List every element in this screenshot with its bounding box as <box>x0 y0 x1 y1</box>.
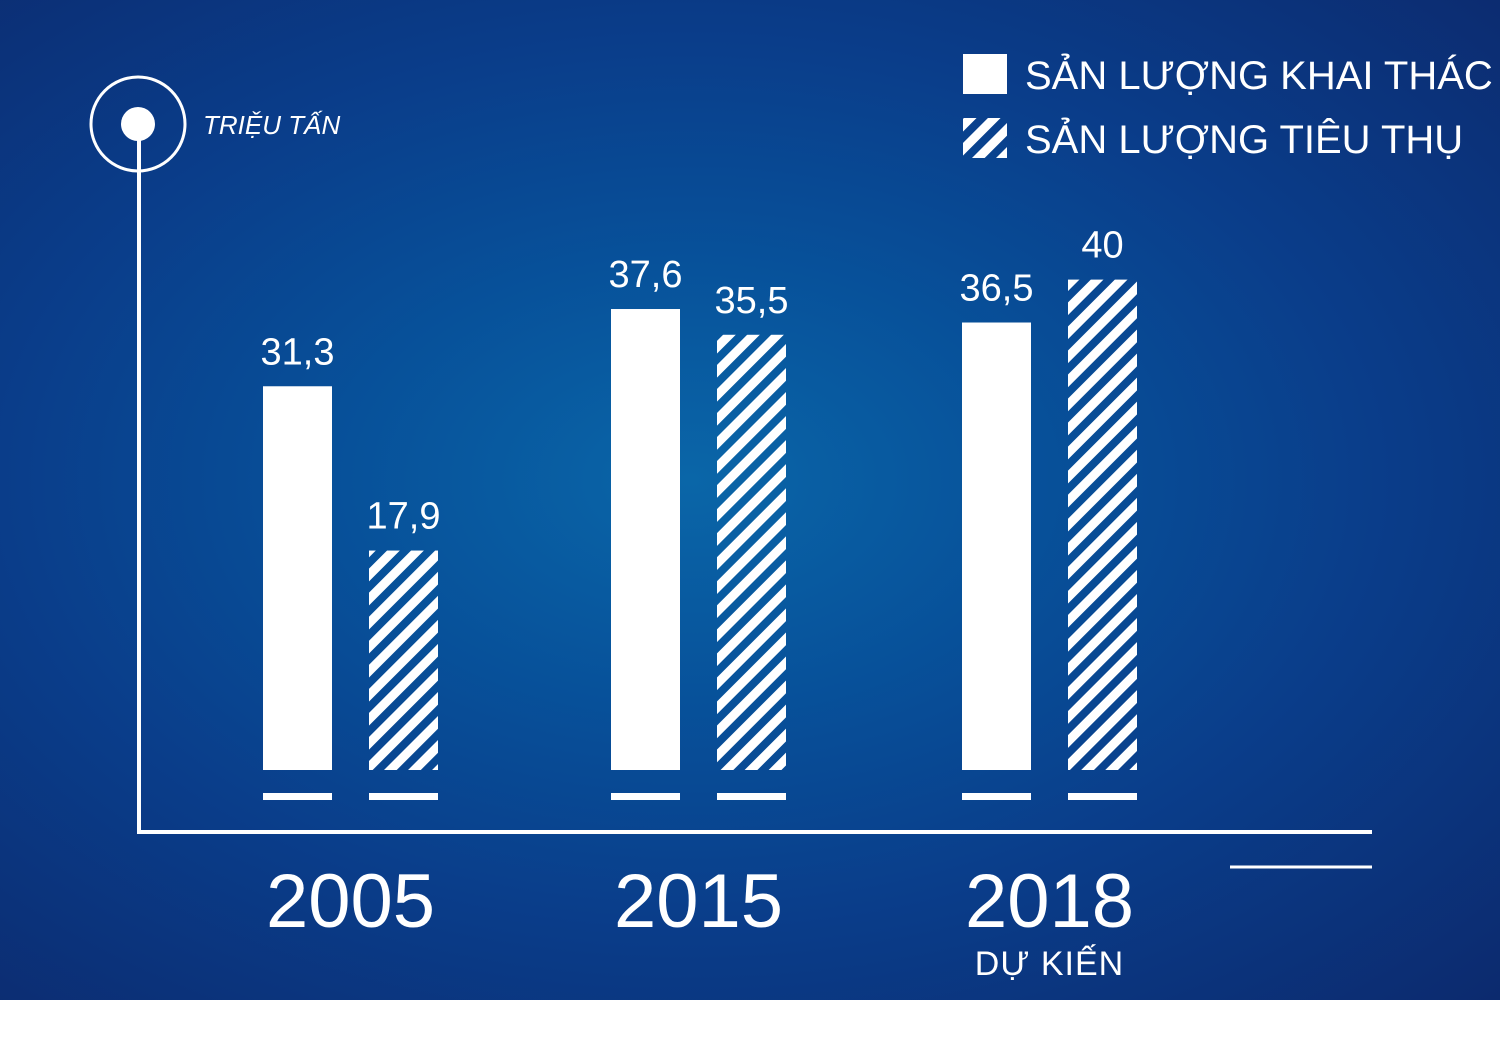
bar-chart: TRIỆU TẤN SẢN LƯỢNG KHAI THÁC SẢN LƯỢNG … <box>121 52 1493 983</box>
value-labels: 31,3 17,9 37,6 35,5 36,5 40 <box>261 225 1124 538</box>
baseline-ticks <box>263 793 1137 800</box>
category-label-2018: 2018 <box>965 859 1134 944</box>
baseline-tick-khai-thac-2015 <box>611 793 680 800</box>
bar-khai-thac-2018 <box>962 322 1031 770</box>
legend-label-tieu-thu: SẢN LƯỢNG TIÊU THỤ <box>1025 116 1463 162</box>
value-label-tieu-thu-2005: 17,9 <box>367 496 441 538</box>
chart-panel: TRIỆU TẤN SẢN LƯỢNG KHAI THÁC SẢN LƯỢNG … <box>0 0 1500 1000</box>
baseline-tick-khai-thac-2005 <box>263 793 332 800</box>
y-axis-origin-dot <box>121 107 155 141</box>
baseline-tick-tieu-thu-2018 <box>1068 793 1137 800</box>
bar-khai-thac-2005 <box>263 386 332 770</box>
legend-swatch-solid <box>963 54 1007 94</box>
bar-khai-thac-2015 <box>611 309 680 770</box>
baseline-tick-tieu-thu-2015 <box>717 793 786 800</box>
value-label-tieu-thu-2018: 40 <box>1081 225 1123 267</box>
value-label-khai-thac-2015: 37,6 <box>609 254 683 296</box>
legend: SẢN LƯỢNG KHAI THÁC SẢN LƯỢNG TIÊU THỤ <box>963 52 1493 162</box>
legend-swatch-hatched <box>963 118 1007 158</box>
bar-tieu-thu-2015 <box>717 334 786 770</box>
baseline-tick-khai-thac-2018 <box>962 793 1031 800</box>
bar-tieu-thu-2005 <box>369 550 438 770</box>
category-label-2005: 2005 <box>266 859 435 944</box>
value-label-tieu-thu-2015: 35,5 <box>715 280 789 322</box>
category-label-2015: 2015 <box>614 859 783 944</box>
bar-tieu-thu-2018 <box>1068 279 1137 770</box>
y-axis-unit: TRIỆU TẤN <box>203 110 340 140</box>
value-label-khai-thac-2005: 31,3 <box>261 331 335 373</box>
baseline-tick-tieu-thu-2005 <box>369 793 438 800</box>
value-label-khai-thac-2018: 36,5 <box>960 268 1034 310</box>
category-note-2018: DỰ KIẾN <box>975 945 1124 983</box>
legend-label-khai-thac: SẢN LƯỢNG KHAI THÁC <box>1025 52 1493 98</box>
bar-marks <box>263 279 1137 770</box>
